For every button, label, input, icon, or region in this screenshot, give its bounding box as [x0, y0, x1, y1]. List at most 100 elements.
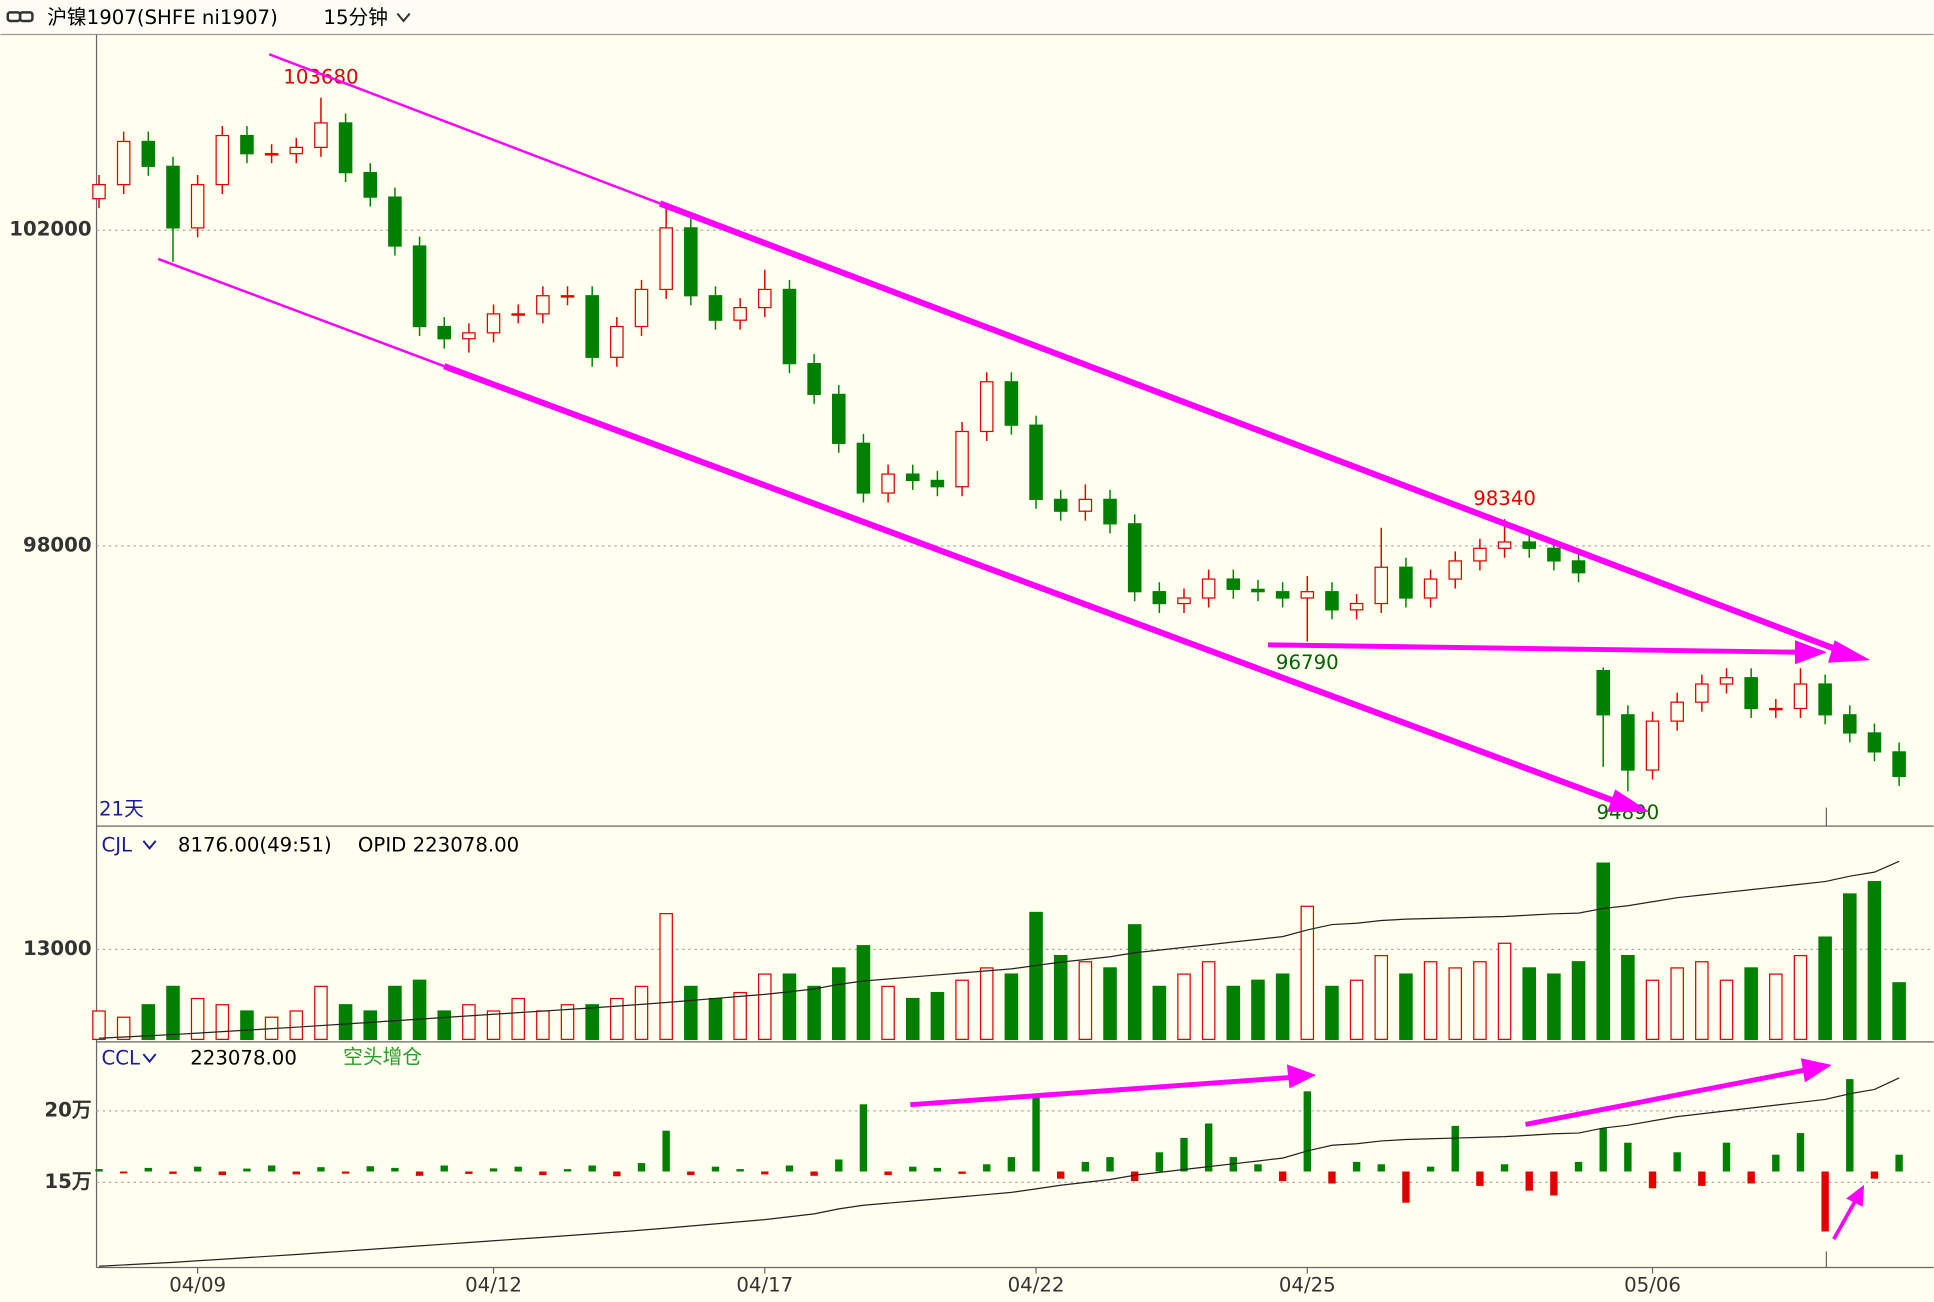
- x-tick-label: 04/12: [465, 1273, 522, 1296]
- volume-bar: [462, 1004, 476, 1040]
- candle-body: [1152, 591, 1167, 605]
- volume-bar: [116, 1016, 131, 1040]
- candle-body: [1275, 591, 1290, 599]
- extreme-label: 96790: [1276, 651, 1339, 674]
- y-tick-label: 102000: [9, 218, 91, 241]
- oi-change-bar: [1895, 1154, 1903, 1172]
- candle-body: [240, 134, 254, 155]
- candle-body: [1621, 714, 1635, 771]
- candle-body: [1127, 523, 1142, 593]
- volume-bar: [881, 985, 895, 1040]
- y-tick-label: 13000: [23, 937, 92, 960]
- candle-body: [166, 165, 180, 229]
- oi-change-bar: [514, 1166, 522, 1172]
- x-tick-label: 04/17: [736, 1273, 793, 1296]
- oi-change-bar: [1747, 1171, 1755, 1184]
- candle-body: [1744, 677, 1758, 710]
- oi-change-bar: [1426, 1166, 1435, 1172]
- oi-change-bar: [785, 1165, 794, 1172]
- trend-lines: [157, 53, 1871, 1241]
- candle-body: [1448, 560, 1463, 580]
- volume-bar: [1793, 954, 1808, 1040]
- candle-body: [215, 134, 230, 186]
- oi-change-bar: [1032, 1097, 1040, 1172]
- oi-change-bar: [1057, 1171, 1065, 1179]
- oi-change-bar: [1476, 1171, 1484, 1186]
- range-label: 21天: [99, 798, 144, 821]
- candle-body: [1177, 597, 1191, 605]
- volume-bar: [1473, 961, 1487, 1040]
- candle-body: [314, 122, 328, 148]
- volume-bar: [1843, 893, 1857, 1040]
- candle-body: [289, 146, 304, 155]
- volume-bar: [190, 997, 205, 1040]
- oi-change-bar: [1698, 1171, 1706, 1186]
- indicator-name[interactable]: CCL: [101, 1047, 140, 1070]
- indicator-name[interactable]: CJL: [101, 833, 132, 856]
- candle-body: [1374, 566, 1389, 605]
- candle-body: [905, 473, 920, 482]
- candle-body: [733, 306, 747, 321]
- candle-body: [1325, 591, 1339, 611]
- volume-bar: [1300, 905, 1315, 1040]
- oi-change-bar: [415, 1171, 424, 1176]
- candle-body: [1769, 707, 1783, 711]
- volume-bar: [1226, 985, 1241, 1040]
- volume-bar: [979, 967, 994, 1040]
- oi-change-bar: [563, 1169, 572, 1172]
- volume-bar: [1399, 973, 1413, 1040]
- volume-bar: [141, 1004, 156, 1040]
- volume-bar: [314, 985, 328, 1040]
- oi-change-bar: [243, 1168, 251, 1172]
- volume-bar: [1029, 911, 1043, 1040]
- indicator-chevron[interactable]: [142, 840, 157, 850]
- oi-change-bar: [1599, 1128, 1607, 1172]
- oi-change-bar: [539, 1171, 547, 1176]
- oi-change-bar: [1821, 1171, 1829, 1232]
- indicator-readout: 223078.00: [190, 1047, 297, 1070]
- extreme-label: 98340: [1473, 487, 1536, 510]
- x-tick-label: 04/25: [1279, 1273, 1336, 1296]
- oi-change-bar: [1278, 1171, 1287, 1182]
- period-chevron[interactable]: [396, 12, 411, 23]
- link-icon[interactable]: [6, 11, 34, 23]
- volume-bar: [758, 973, 772, 1040]
- oi-change-bar: [637, 1163, 646, 1172]
- oi-change-bar: [1303, 1091, 1311, 1172]
- candle-body: [585, 295, 599, 358]
- oi-change-bar: [1451, 1125, 1459, 1172]
- oi-change-bar: [1352, 1161, 1361, 1172]
- volume-bar: [412, 979, 427, 1040]
- oi-change-bar: [613, 1171, 621, 1177]
- plot-area: 98000 102000 04/09 04/12 04/17 04/22 04/25 05/0…: [9, 65, 1934, 1296]
- oi-change-bar: [1180, 1137, 1188, 1172]
- volume-bar: [1201, 961, 1216, 1040]
- candle-body: [1670, 701, 1684, 722]
- volume-bar: [1078, 961, 1093, 1040]
- candle-body: [338, 122, 353, 174]
- volume-bar: [905, 997, 920, 1040]
- volume-bar: [536, 1010, 550, 1040]
- volume-bar: [1497, 942, 1512, 1040]
- candle-body: [708, 295, 723, 321]
- candle-body: [610, 325, 624, 358]
- candle-body: [930, 479, 945, 488]
- oi-change-bar: [1673, 1152, 1681, 1172]
- oi-change-bar: [391, 1167, 399, 1172]
- oi-change-bar: [1796, 1133, 1805, 1172]
- indicator-readout: OPID 223078.00: [358, 833, 519, 856]
- oi-change-bar: [588, 1165, 596, 1172]
- volume-bar: [338, 1004, 353, 1040]
- indicator-chevron[interactable]: [142, 1053, 157, 1064]
- period-selector[interactable]: 15分钟: [323, 6, 388, 29]
- volume-bar: [1152, 985, 1167, 1040]
- oi-change-bar: [711, 1166, 720, 1172]
- volume-bar: [1177, 973, 1191, 1040]
- oi-change-bar: [292, 1171, 300, 1175]
- candle-body: [511, 313, 525, 316]
- oi-change-bar: [736, 1169, 744, 1172]
- oi-change-bar: [1254, 1164, 1262, 1172]
- oi-change-bar: [687, 1171, 695, 1176]
- x-tick-label: 05/06: [1624, 1273, 1681, 1296]
- volume-bar: [1053, 954, 1068, 1040]
